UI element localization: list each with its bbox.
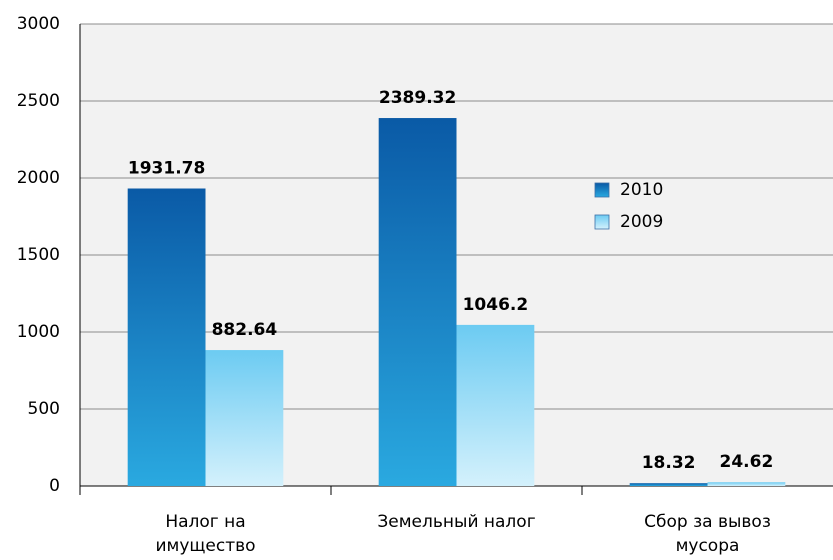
data-label: 882.64 — [212, 320, 278, 340]
legend-swatch — [594, 182, 610, 198]
y-tick-label: 500 — [28, 399, 60, 419]
legend-swatch — [594, 214, 610, 230]
data-label: 18.32 — [642, 453, 696, 473]
x-tick-label: Налог на имущество — [155, 512, 256, 556]
bar — [456, 324, 535, 486]
data-label: 1931.78 — [128, 159, 205, 179]
bar — [707, 482, 786, 486]
y-tick-label: 3000 — [17, 14, 60, 34]
legend-label: 2009 — [620, 212, 663, 232]
x-tick-label: Сбор за вывоз мусора — [644, 512, 771, 556]
data-label: 1046.2 — [463, 295, 529, 315]
y-tick-label: 1500 — [17, 245, 60, 265]
legend-label: 2010 — [620, 180, 663, 200]
data-label: 2389.32 — [379, 88, 456, 108]
bar — [629, 483, 708, 486]
bar — [205, 350, 284, 486]
y-tick-label: 2000 — [17, 168, 60, 188]
y-tick-label: 0 — [49, 476, 60, 496]
bar — [378, 118, 457, 486]
data-label: 24.62 — [720, 452, 774, 472]
y-tick-label: 2500 — [17, 91, 60, 111]
x-tick-label: Земельный налог — [377, 512, 536, 532]
bar — [127, 188, 206, 487]
y-tick-label: 1000 — [17, 322, 60, 342]
